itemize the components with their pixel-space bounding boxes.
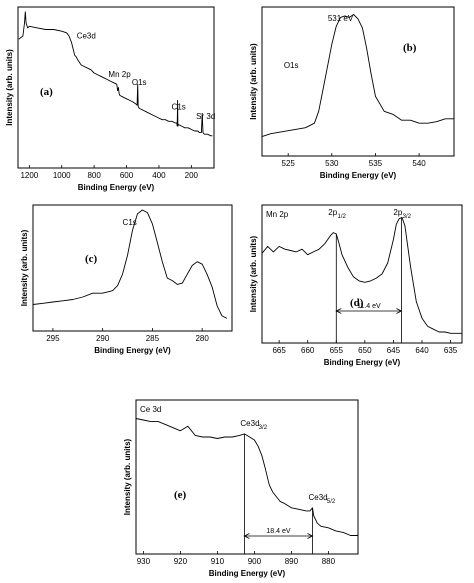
x-tick-label-b: 530	[325, 159, 339, 168]
separation-label-d: 11.4 eV	[357, 303, 381, 310]
peak-label-a: O1s	[132, 78, 147, 87]
series-line-d	[261, 216, 462, 334]
x-tick-label-d: 660	[301, 346, 315, 355]
x-tick-label-d: 650	[358, 346, 372, 355]
peak-label-d: 2p	[393, 208, 402, 217]
arrowhead-left-d	[335, 308, 342, 314]
panel-label-d: (d)	[350, 297, 364, 309]
peak-label-a: C1s	[172, 102, 186, 111]
peak-label-d: 2p	[328, 208, 337, 217]
peak-label-e: Ce3d	[308, 493, 327, 502]
panel-label-e: (e)	[174, 489, 187, 501]
series-line-b	[261, 14, 454, 138]
series-line-a	[18, 11, 213, 137]
y-axis-label-e: Intensity (arb. units)	[123, 438, 132, 515]
series-line-e	[135, 418, 358, 536]
peak-label-sub-e: 3/2	[259, 425, 268, 431]
x-tick-label-a: 200	[185, 171, 199, 180]
x-tick-label-d: 665	[272, 346, 286, 355]
x-tick-label-e: 920	[174, 557, 188, 566]
x-tick-label-b: 525	[282, 159, 296, 168]
x-tick-label-c: 285	[146, 334, 160, 343]
peak-label-sub-d: 1/2	[337, 214, 346, 220]
x-tick-label-a: 400	[152, 171, 166, 180]
x-tick-label-e: 930	[137, 557, 151, 566]
x-tick-label-b: 535	[369, 159, 383, 168]
plot-frame-e	[135, 399, 359, 555]
peak-label-sub-d: 3/2	[403, 214, 412, 220]
plot-frame-a	[17, 6, 215, 169]
panel-label-b: (b)	[403, 42, 417, 54]
plot-frame-b	[261, 6, 455, 157]
x-tick-label-e: 890	[285, 557, 299, 566]
x-tick-label-a: 1200	[20, 171, 38, 180]
x-tick-label-a: 800	[87, 171, 101, 180]
x-tick-label-e: 900	[248, 557, 262, 566]
x-tick-label-c: 280	[195, 334, 209, 343]
x-tick-label-b: 540	[412, 159, 426, 168]
x-tick-label-d: 640	[415, 346, 429, 355]
x-axis-label-a: Binding Energy (eV)	[78, 183, 155, 192]
series-line-c	[32, 209, 228, 319]
peak-label-e: Ce3d	[240, 419, 259, 428]
plot-frame-d	[261, 204, 463, 344]
x-tick-label-e: 910	[211, 557, 225, 566]
y-axis-label-b: Intensity (arb. units)	[249, 43, 258, 120]
x-tick-label-d: 655	[330, 346, 344, 355]
x-tick-label-c: 290	[96, 334, 110, 343]
panel-label-c: (c)	[85, 253, 98, 265]
arrowhead-left-e	[243, 533, 250, 539]
element-label-c: C1s	[123, 218, 137, 227]
x-tick-label-a: 1000	[53, 171, 71, 180]
x-tick-label-e: 880	[322, 557, 336, 566]
arrowhead-right-d	[396, 308, 403, 314]
plot-frame-c	[32, 204, 233, 332]
x-tick-label-c: 295	[46, 334, 60, 343]
peak-label-a: Sr 3d	[196, 112, 215, 121]
panel-label-a: (a)	[40, 86, 53, 98]
element-label-d: Mn 2p	[266, 210, 289, 219]
peak-label-a: Mn 2p	[108, 70, 131, 79]
y-axis-label-a: Intensity (arb. units)	[5, 49, 14, 126]
element-label-b: O1s	[284, 61, 299, 70]
x-tick-label-d: 645	[387, 346, 401, 355]
peak-label-a: Ce3d	[77, 31, 96, 40]
y-axis-label-d: Intensity (arb. units)	[249, 235, 258, 312]
x-tick-label-a: 600	[120, 171, 134, 180]
peak-label-b: 531 eV	[328, 14, 354, 23]
x-axis-label-b: Binding Energy (eV)	[320, 171, 397, 180]
x-axis-label-e: Binding Energy (eV)	[209, 569, 286, 578]
element-label-e: Ce 3d	[140, 405, 161, 414]
arrowhead-right-e	[307, 533, 314, 539]
x-axis-label-c: Binding Energy (eV)	[94, 346, 171, 355]
x-tick-label-d: 635	[444, 346, 458, 355]
x-axis-label-d: Binding Energy (eV)	[324, 358, 401, 367]
separation-label-e: 18.4 eV	[266, 528, 290, 535]
y-axis-label-c: Intensity (arb. units)	[20, 229, 29, 306]
peak-label-sub-e: 5/2	[327, 499, 336, 505]
